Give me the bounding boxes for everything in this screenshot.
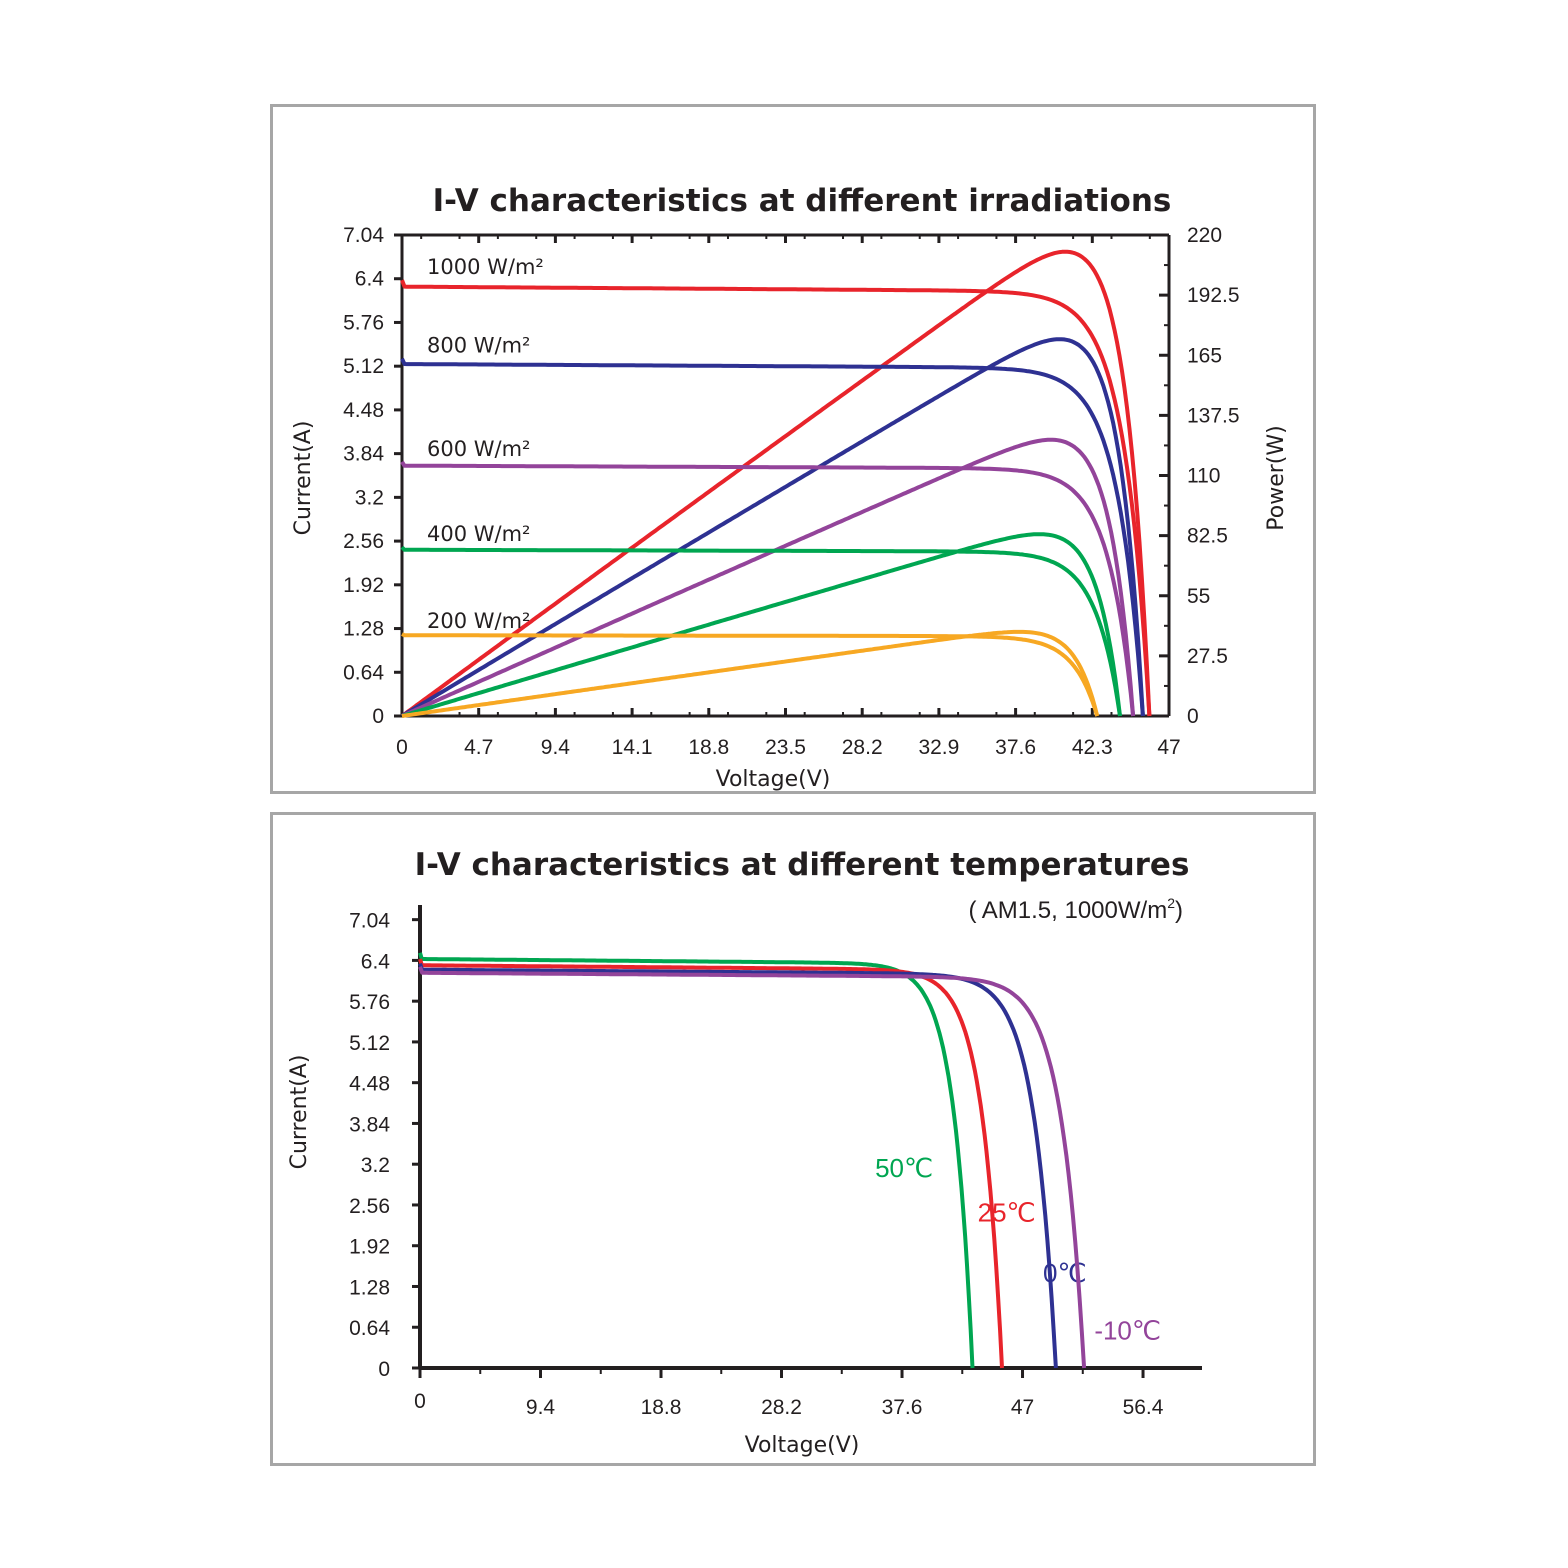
chart2-series-label: -10℃: [1094, 1315, 1161, 1345]
chart2-y-tick-label: 1.92: [349, 1236, 390, 1259]
chart1-power-curve-3: [401, 532, 1122, 718]
chart1-power-curve-0: [400, 249, 1152, 718]
chart1-power-curve-4: [401, 629, 1100, 718]
chart1-series-label: 600 W/m²: [427, 437, 530, 461]
chart1-y-tick-label: 6.4: [355, 268, 385, 291]
chart2-x-tick-label: 18.8: [641, 1396, 682, 1419]
chart2-y-tick-label: 0.64: [349, 1317, 390, 1340]
chart1-y2-tick-label: 82.5: [1187, 525, 1228, 548]
chart2-x-tick-label: 47: [1011, 1396, 1034, 1419]
chart1-y2label: Power(W): [1264, 425, 1289, 530]
chart1-y-tick-label: 2.56: [343, 530, 384, 553]
chart1-y-tick-label: 0.64: [343, 661, 384, 684]
chart1-power-curve-1: [400, 337, 1145, 718]
chart2-y-tick-label: 0: [378, 1358, 390, 1381]
chart1-y2-tick-label: 27.5: [1187, 645, 1228, 668]
chart1-iv-curve-4: [401, 632, 1100, 717]
chart2-series-label: 25℃: [978, 1198, 1036, 1228]
chart1-xlabel: Voltage(V): [716, 767, 831, 792]
chart2-y-tick-label: 2.56: [349, 1195, 390, 1218]
chart1-series-label: 1000 W/m²: [427, 255, 544, 279]
chart1-y2-tick-label: 55: [1187, 585, 1210, 608]
chart1-y2-tick-label: 165: [1187, 344, 1222, 367]
chart2-y-tick-label: 5.12: [349, 1032, 390, 1055]
chart1-y-tick-label: 3.84: [343, 443, 384, 466]
chart1-iv-curve-3: [400, 545, 1122, 717]
chart2-y-tick-label: 5.76: [349, 991, 390, 1014]
chart1-y-tick-label: 1.92: [343, 574, 384, 597]
chart1-y2-tick-label: 0: [1187, 705, 1199, 728]
chart1-x-tick-label: 37.6: [995, 736, 1036, 759]
chart2-ylabel: Current(A): [287, 1055, 312, 1170]
chart1-y-tick-label: 3.2: [355, 486, 384, 509]
chart1-y2-tick-label: 192.5: [1187, 284, 1240, 307]
chart1-x-tick-label: 4.7: [464, 736, 493, 759]
chart1-x-tick-label: 42.3: [1072, 736, 1113, 759]
chart2-y-tick-label: 1.28: [349, 1276, 390, 1299]
chart1-series-label: 800 W/m²: [427, 334, 530, 358]
chart2-y-tick-label: 7.04: [349, 910, 390, 933]
chart1-x-tick-label: 0: [396, 736, 408, 759]
chart1-x-tick-label: 9.4: [541, 736, 571, 759]
chart1-y2-tick-label: 110: [1187, 465, 1220, 488]
chart2-y-tick-label: 4.48: [349, 1073, 390, 1096]
chart1-series-label: 200 W/m²: [427, 609, 530, 633]
chart1-iv-curve-2: [400, 460, 1136, 717]
chart1-title: I-V characteristics at different irradia…: [433, 183, 1172, 219]
chart2-x-tick-label: 9.4: [526, 1396, 556, 1419]
chart1-x-tick-label: 23.5: [765, 736, 806, 759]
temperature-chart-panel: [270, 812, 1316, 1466]
chart1-x-tick-label: 32.9: [918, 736, 959, 759]
chart1-iv-curve-1: [400, 357, 1145, 717]
chart2-y-tick-label: 6.4: [361, 950, 391, 973]
chart1-y-tick-label: 5.76: [343, 311, 384, 334]
chart1-y2-tick-label: 137.5: [1187, 404, 1240, 427]
chart1-y-tick-label: 5.12: [343, 355, 384, 378]
chart1-power-curve-2: [401, 437, 1136, 718]
chart2-title: I-V characteristics at different tempera…: [415, 847, 1190, 883]
chart1-y2-tick-label: 220: [1187, 224, 1222, 247]
chart2-xlabel: Voltage(V): [745, 1433, 860, 1458]
chart1-x-tick-label: 14.1: [612, 736, 653, 759]
chart2-series-label: 50℃: [875, 1153, 933, 1183]
chart2-y-tick-label: 3.84: [349, 1113, 390, 1136]
chart1-series-label: 400 W/m²: [427, 522, 530, 546]
chart1-y-tick-label: 0: [372, 705, 384, 728]
chart2-x-tick-label: 0: [414, 1390, 426, 1413]
chart1-y-tick-label: 1.28: [343, 618, 384, 641]
chart1-iv-curve-0: [400, 279, 1152, 717]
chart2-x-tick-label: 37.6: [882, 1396, 923, 1419]
chart1-x-tick-label: 18.8: [688, 736, 729, 759]
chart1-x-tick-label: 28.2: [842, 736, 883, 759]
chart2-x-tick-label: 56.4: [1123, 1396, 1164, 1419]
chart2-x-tick-label: 28.2: [761, 1396, 802, 1419]
chart1-x-tick-label: 47: [1157, 736, 1180, 759]
chart2-iv-curve-0: [418, 952, 975, 1369]
chart2-y-tick-label: 3.2: [361, 1154, 390, 1177]
chart1-y-tick-label: 4.48: [343, 399, 384, 422]
chart2-subtitle: ( AM1.5, 1000W/m2): [968, 895, 1183, 924]
chart2-iv-curve-3: [418, 966, 1087, 1369]
chart1-ylabel: Current(A): [291, 421, 316, 536]
chart1-y-tick-label: 7.04: [343, 224, 384, 247]
